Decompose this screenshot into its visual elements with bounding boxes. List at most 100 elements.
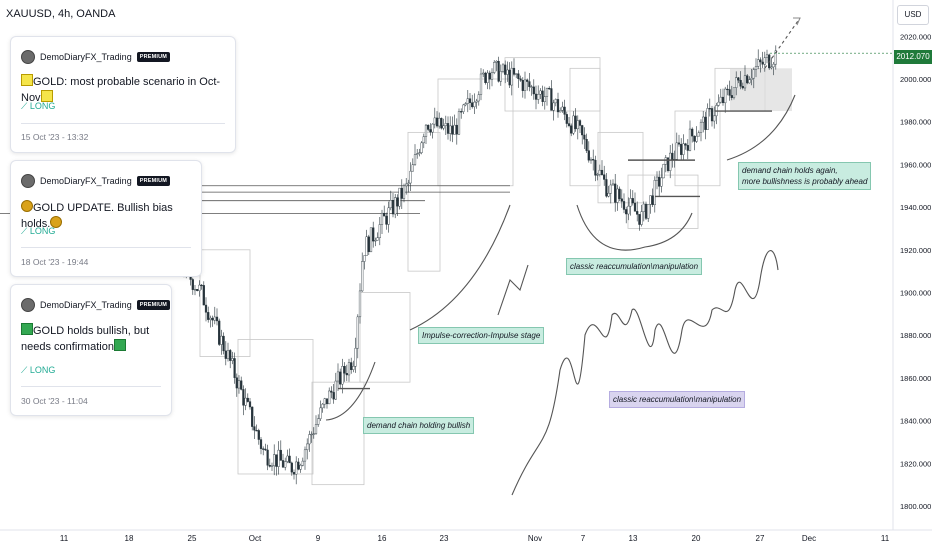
candle-body <box>600 169 604 175</box>
candle-body <box>759 59 762 63</box>
time-tick-label: 13 <box>629 534 638 543</box>
candle-body <box>284 461 287 468</box>
candle-body <box>750 77 753 80</box>
candle-body <box>578 120 582 126</box>
trend-curve <box>325 361 376 421</box>
price-tick-label: 1860.000 <box>900 374 931 383</box>
annotation-reaccumulation-projection[interactable]: classic reaccumulation\manipulation <box>609 391 746 408</box>
candle-body <box>741 86 744 89</box>
annotation-demand-chain-again[interactable]: demand chain holds again, more bullishne… <box>738 162 872 190</box>
idea-title[interactable]: GOLD holds bullish, but needs confirmati… <box>21 323 166 355</box>
annotation-line: demand chain holds again, <box>742 166 838 175</box>
avatar[interactable] <box>21 298 35 312</box>
price-tick-label: 1880.000 <box>900 331 931 340</box>
candle-body <box>534 93 538 100</box>
candle-body <box>594 159 597 176</box>
idea-title-text: GOLD: most probable scenario in Oct-Nov <box>21 76 221 104</box>
direction-text: LONG <box>29 365 56 375</box>
candle-body <box>680 144 683 155</box>
candle-body <box>319 407 322 420</box>
candle-body <box>435 117 439 127</box>
candle-body <box>246 397 249 402</box>
annotation-impulse[interactable]: Impulse-correction-Impulse stage <box>418 327 545 344</box>
price-tick-label: 2020.000 <box>900 32 931 41</box>
candle-body <box>512 67 516 75</box>
candle-body <box>295 461 298 475</box>
time-tick-label: 23 <box>440 534 449 543</box>
candle-body <box>644 203 648 219</box>
idea-date: 30 Oct '23 - 11:04 <box>21 396 88 406</box>
avatar[interactable] <box>21 50 35 64</box>
candle-body <box>288 455 291 464</box>
candle-body <box>466 98 469 104</box>
idea-card-1[interactable]: DemoDiaryFX_Trading PREMIUM GOLD: most p… <box>10 36 236 153</box>
candle-body <box>770 66 773 69</box>
candle-body <box>565 114 568 124</box>
candle-body <box>402 185 406 199</box>
divider <box>21 247 191 248</box>
green-square-icon <box>113 339 126 351</box>
idea-card-header: DemoDiaryFX_Trading PREMIUM <box>21 174 171 188</box>
candle-body <box>550 88 553 111</box>
trend-curve <box>576 204 693 251</box>
idea-card-header: DemoDiaryFX_Trading PREMIUM <box>21 298 171 312</box>
candle-body <box>418 152 421 154</box>
candle-body <box>653 180 656 206</box>
candle-body <box>545 87 549 97</box>
candle-body <box>530 86 533 88</box>
candle-body <box>519 78 522 81</box>
premium-badge: PREMIUM <box>136 52 171 62</box>
candle-body <box>521 80 524 91</box>
candle-body <box>614 183 617 203</box>
candle-body <box>473 101 476 108</box>
candle-body <box>244 397 247 406</box>
candle-body <box>413 154 417 165</box>
time-tick-label: 9 <box>316 534 321 543</box>
price-axis[interactable]: 1800.000 1820.000 1840.000 1860.000 1880.000… <box>892 0 931 530</box>
candle-body <box>563 106 566 115</box>
candle-body <box>262 448 265 450</box>
price-tick-label: 1960.000 <box>900 160 931 169</box>
candle-body <box>576 120 579 130</box>
candle-body <box>693 135 696 142</box>
candle-body <box>717 101 720 106</box>
idea-title[interactable]: GOLD UPDATE. Bullish bias holds. <box>21 200 201 232</box>
candle-body <box>517 73 520 79</box>
green-square-icon <box>21 323 33 335</box>
candle-body <box>385 215 388 225</box>
candle-body <box>677 142 681 145</box>
candle-body <box>754 66 758 70</box>
author-name[interactable]: DemoDiaryFX_Trading <box>40 52 132 62</box>
time-tick-label: 11 <box>60 534 69 543</box>
candle-body <box>743 75 747 89</box>
idea-card-2[interactable]: DemoDiaryFX_Trading PREMIUM GOLD UPDATE.… <box>10 160 202 277</box>
annotation-demand-chain[interactable]: demand chain holding bullish <box>363 417 475 434</box>
currency-button[interactable]: USD <box>897 5 929 25</box>
trend-up-icon: ⟋ <box>21 101 30 111</box>
avatar[interactable] <box>21 174 35 188</box>
candle-body <box>704 116 707 130</box>
medal-icon <box>21 200 33 212</box>
candle-body <box>369 227 373 253</box>
candle-body <box>554 99 557 104</box>
candle-body <box>761 61 764 65</box>
idea-title[interactable]: GOLD: most probable scenario in Oct-Nov <box>21 74 235 106</box>
candle-body <box>314 424 318 434</box>
author-name[interactable]: DemoDiaryFX_Trading <box>40 300 132 310</box>
candle-body <box>691 128 694 137</box>
annotation-reaccumulation[interactable]: classic reaccumulation\manipulation <box>566 258 703 275</box>
symbol-title[interactable]: XAUUSD, 4h, OANDA <box>6 8 116 20</box>
candle-body <box>739 79 742 87</box>
candle-body <box>400 187 403 199</box>
time-axis[interactable]: 11 18 25 Oct 9 16 23 Nov 7 13 20 27 Dec 11 <box>0 529 932 543</box>
candle-body <box>235 377 238 389</box>
candle-body <box>609 184 612 194</box>
candle-body <box>629 198 632 207</box>
candle-body <box>411 164 414 172</box>
idea-card-3[interactable]: DemoDiaryFX_Trading PREMIUM GOLD holds b… <box>10 284 172 416</box>
direction-label: ⟋ LONG <box>21 226 55 237</box>
candle-body <box>556 99 560 113</box>
candle-body <box>710 108 714 122</box>
time-tick-label: 18 <box>125 534 134 543</box>
author-name[interactable]: DemoDiaryFX_Trading <box>40 176 132 186</box>
